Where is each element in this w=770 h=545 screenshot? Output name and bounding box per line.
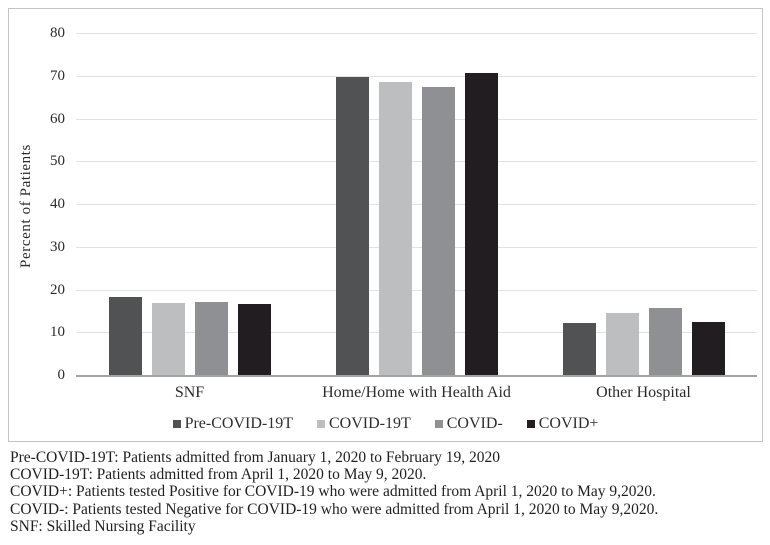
bar-covid-19t-home-home-with-health-aid (378, 81, 412, 375)
bar-covid--snf (237, 303, 271, 375)
legend-item-covid-19t: COVID-19T (316, 415, 411, 433)
gridline-y80 (76, 33, 757, 34)
y-tick-label-40: 40 (50, 196, 65, 212)
legend-item-covid-: COVID- (434, 415, 503, 433)
legend-item-pre-covid-19t: Pre-COVID-19T (172, 415, 293, 433)
legend-swatch-icon (434, 420, 443, 428)
y-tick-label-70: 70 (50, 67, 65, 84)
gridline-y50 (76, 161, 757, 163)
legend-label: COVID+ (538, 415, 599, 432)
y-tick-label-30: 30 (50, 238, 65, 255)
y-tick-label-60: 60 (50, 110, 65, 127)
bar-covid--home-home-with-health-aid (421, 87, 455, 375)
legend: Pre-COVID-19T COVID-19T COVID- COVID+ (9, 415, 762, 433)
bar-covid-19t-other-hospital (605, 313, 639, 375)
category-label-other-hospital: Other Hospital (596, 384, 691, 401)
chart-frame: Percent of Patients Pre-COVID-19T COVID-1… (8, 8, 763, 442)
category-label-snf: SNF (174, 384, 205, 401)
y-tick-label-0: 0 (57, 367, 66, 383)
gridline-y10 (76, 332, 757, 334)
footnote-covid-negative: COVID-: Patients tested Negative for COV… (10, 500, 659, 518)
bar-group-snf (76, 33, 303, 375)
bar-covid--other-hospital (691, 322, 725, 375)
bar-covid--home-home-with-health-aid (464, 72, 498, 375)
gridline-y40 (76, 204, 757, 205)
legend-swatch-icon (526, 420, 535, 428)
legend-label: Pre-COVID-19T (184, 415, 293, 432)
legend-label: COVID-19T (328, 415, 411, 432)
footnote-covid-positive: COVID+: Patients tested Positive for COV… (10, 483, 656, 501)
footnote-pre-covid19t: Pre-COVID-19T: Patients admitted from Ja… (10, 449, 500, 466)
bar-covid-19t-snf (151, 302, 185, 375)
y-tick-label-20: 20 (50, 281, 65, 298)
y-tick-label-50: 50 (50, 153, 65, 170)
bar-group-other-hospital (530, 33, 757, 375)
y-tick-label-10: 10 (50, 324, 65, 341)
bar-pre-covid-19t-home-home-with-health-aid (335, 77, 369, 375)
legend-swatch-icon (316, 420, 325, 428)
bar-covid--other-hospital (648, 307, 682, 375)
gridline-y70 (76, 75, 757, 77)
bar-pre-covid-19t-snf (108, 297, 142, 375)
category-label-home-home-with-health-aid: Home/Home with Health Aid (322, 384, 511, 401)
plot-area (76, 33, 757, 377)
legend-swatch-icon (172, 420, 181, 428)
bar-pre-covid-19t-other-hospital (562, 323, 596, 375)
legend-label: COVID- (446, 415, 503, 432)
bar-covid--snf (194, 302, 228, 375)
footnote-snf: SNF: Skilled Nursing Facility (10, 517, 196, 535)
gridline-y30 (76, 246, 757, 248)
gridline-y60 (76, 118, 757, 120)
bar-group-home-home-with-health-aid (303, 33, 530, 375)
footnotes: Pre-COVID-19T: Patients admitted from Ja… (10, 449, 765, 535)
footnote-covid19t: COVID-19T: Patients admitted from April … (10, 466, 427, 484)
gridline-y20 (76, 289, 757, 291)
legend-item-covid-: COVID+ (526, 415, 599, 433)
y-tick-label-80: 80 (50, 25, 65, 41)
